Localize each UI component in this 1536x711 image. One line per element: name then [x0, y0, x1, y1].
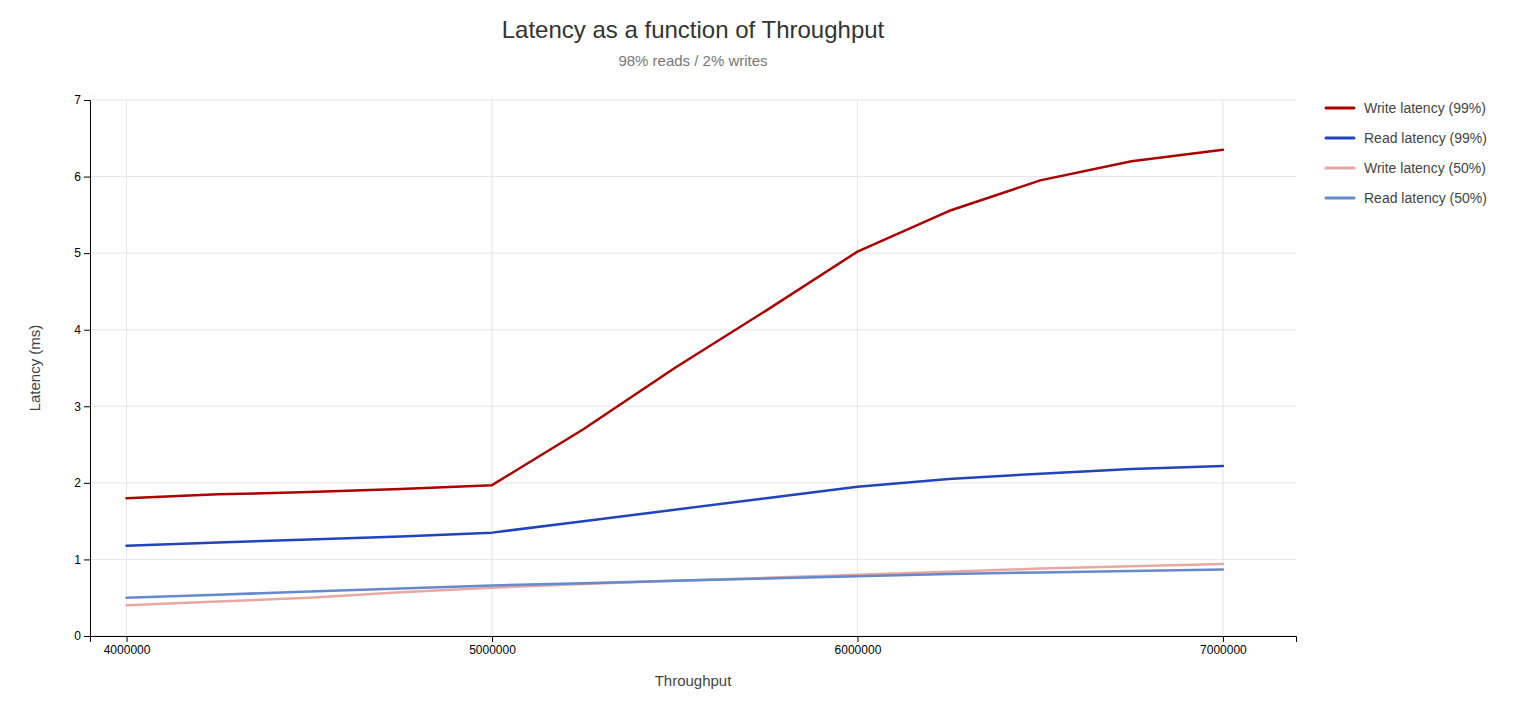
subtitle: 98% reads / 2% writes: [618, 52, 767, 69]
x-tick-mark: [127, 636, 128, 642]
y-tick-mark: [84, 636, 90, 637]
legend-item: Write latency (99%): [1326, 100, 1486, 116]
x-tick-mark: [1223, 636, 1224, 642]
y-grid-line: [90, 406, 1296, 407]
x-axis-line: [91, 637, 1297, 643]
y-tick-label: 1: [74, 553, 81, 567]
legend-swatch: [1326, 137, 1354, 140]
y-tick: 4: [74, 323, 90, 337]
x-tick-mark: [492, 636, 493, 642]
legend-swatch: [1326, 197, 1354, 200]
y-tick-label: 7: [74, 93, 81, 107]
legend-swatch: [1326, 107, 1354, 110]
x-tick: 5000000: [469, 636, 516, 657]
y-tick-mark: [84, 330, 90, 331]
y-tick: 2: [74, 476, 90, 490]
legend-label: Read latency (99%): [1364, 130, 1487, 146]
y-tick-mark: [84, 253, 90, 254]
y-tick-mark: [84, 100, 90, 101]
y-tick: 5: [74, 246, 90, 260]
x-grid-line: [1222, 100, 1223, 636]
legend: Write latency (99%) Read latency (99%) Wri…: [1326, 100, 1487, 206]
legend-label: Write latency (99%): [1364, 100, 1486, 116]
legend-item: Read latency (99%): [1326, 130, 1487, 146]
x-tick-label: 5000000: [469, 643, 516, 657]
series-line: [127, 564, 1223, 605]
x-grid-line: [857, 100, 858, 636]
x-tick-label: 4000000: [104, 643, 151, 657]
y-tick-mark: [84, 483, 90, 484]
y-tick: 3: [74, 400, 90, 414]
legend-swatch: [1326, 167, 1354, 170]
y-tick-label: 4: [74, 323, 81, 337]
y-tick: 0: [74, 629, 90, 643]
series-line: [127, 466, 1223, 546]
series-line: [127, 150, 1223, 498]
y-tick: 6: [74, 170, 90, 184]
y-tick-label: 3: [74, 400, 81, 414]
y-tick-label: 2: [74, 476, 81, 490]
x-tick-label: 7000000: [1200, 643, 1247, 657]
x-tick-mark: [857, 636, 858, 642]
y-grid-line: [90, 329, 1296, 330]
x-tick: 7000000: [1200, 636, 1247, 657]
x-axis-title: Throughput: [655, 672, 733, 689]
legend-item: Write latency (50%): [1326, 160, 1486, 176]
y-tick-mark: [84, 177, 90, 178]
y-grid-line: [90, 559, 1296, 560]
plot-area: 4000000 5000000 6000000 7000000 0 1 2 3 4 5 6 7: [74, 93, 1296, 656]
title: Latency as a function of Throughput: [502, 16, 885, 43]
y-tick-label: 0: [74, 629, 81, 643]
y-axis-title: Latency (ms): [26, 325, 43, 412]
x-axis: 4000000 5000000 6000000 7000000: [91, 636, 1297, 657]
y-tick-label: 5: [74, 246, 81, 260]
y-tick: 7: [74, 93, 90, 107]
grid: [90, 100, 1296, 636]
legend-label: Write latency (50%): [1364, 160, 1486, 176]
x-tick-label: 6000000: [835, 643, 882, 657]
x-tick: 4000000: [104, 636, 151, 657]
x-grid-line: [126, 100, 127, 636]
y-tick-mark: [84, 406, 90, 407]
legend-label: Read latency (50%): [1364, 190, 1487, 206]
x-grid-line: [492, 100, 493, 636]
legend-item: Read latency (50%): [1326, 190, 1487, 206]
y-grid-line: [90, 176, 1296, 177]
y-grid-line: [90, 482, 1296, 483]
y-tick: 1: [74, 553, 90, 567]
chart: Latency as a function of Throughput 98% r…: [0, 0, 1536, 711]
y-grid-line: [90, 253, 1296, 254]
x-tick: 6000000: [835, 636, 882, 657]
y-axis-line: [84, 101, 91, 637]
series-lines: [127, 150, 1223, 606]
y-axis: 0 1 2 3 4 5 6 7: [74, 93, 90, 643]
y-tick-mark: [84, 559, 90, 560]
y-tick-label: 6: [74, 170, 81, 184]
y-grid-line: [90, 100, 1296, 101]
series-line: [127, 569, 1223, 597]
